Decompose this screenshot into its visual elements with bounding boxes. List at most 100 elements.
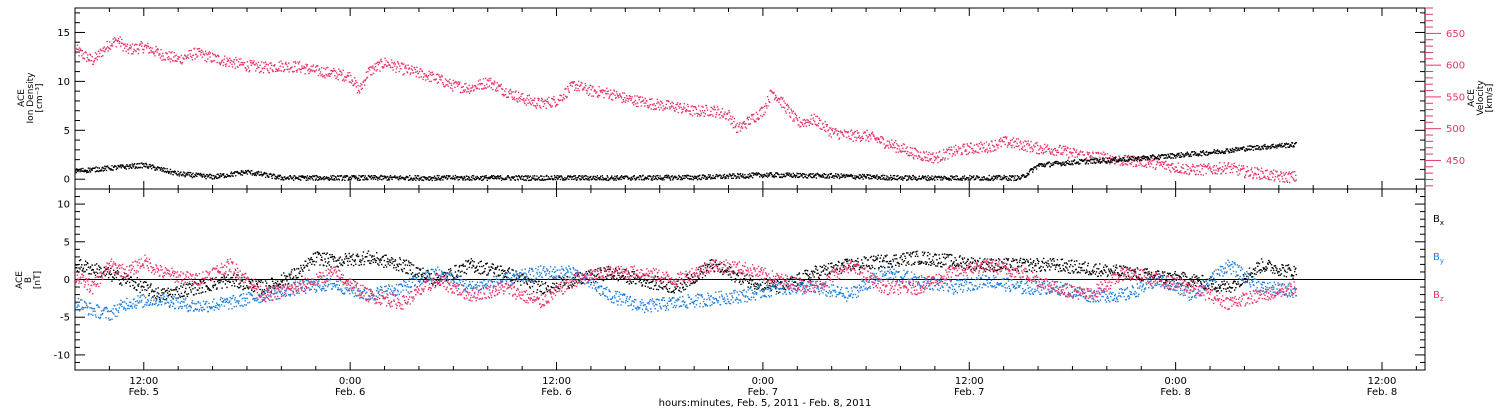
data-point — [360, 175, 362, 177]
data-point — [1237, 174, 1239, 176]
data-point — [478, 88, 480, 90]
data-point — [453, 82, 455, 84]
data-point — [237, 66, 239, 68]
data-point — [985, 178, 988, 181]
data-point — [463, 177, 465, 180]
data-point — [207, 288, 209, 290]
data-point — [1213, 165, 1215, 167]
data-point — [365, 71, 367, 73]
data-point — [1054, 160, 1056, 163]
data-point — [277, 176, 279, 178]
data-point — [723, 173, 726, 176]
data-point — [633, 175, 635, 177]
data-point — [241, 64, 243, 66]
data-point — [525, 175, 527, 177]
data-point — [224, 175, 227, 177]
data-point — [1158, 161, 1160, 164]
data-point — [1203, 152, 1205, 154]
data-point — [105, 269, 107, 271]
data-point — [905, 175, 907, 177]
data-point — [1099, 158, 1101, 161]
data-point — [1187, 165, 1190, 168]
data-point — [524, 175, 526, 177]
data-point — [477, 177, 480, 179]
data-point — [596, 91, 598, 93]
data-point — [586, 92, 588, 94]
data-point — [917, 157, 919, 160]
data-point — [817, 174, 820, 176]
data-point — [1156, 155, 1159, 158]
data-point — [326, 75, 328, 77]
data-point — [520, 178, 522, 180]
data-point — [854, 175, 856, 177]
data-point — [97, 272, 99, 275]
data-point — [401, 176, 404, 179]
data-point — [224, 63, 227, 66]
data-point — [213, 178, 216, 180]
data-point — [268, 72, 271, 74]
data-point — [915, 155, 918, 157]
data-point — [502, 88, 504, 90]
data-point — [678, 105, 680, 107]
data-point — [630, 176, 633, 179]
data-point — [374, 63, 376, 65]
data-point — [468, 84, 470, 87]
data-point — [442, 83, 444, 86]
data-point — [810, 176, 813, 179]
data-point — [537, 99, 540, 101]
data-point — [741, 123, 743, 125]
data-point — [532, 177, 535, 179]
data-point — [999, 139, 1001, 141]
data-point — [1181, 167, 1184, 169]
data-point — [733, 173, 735, 175]
data-point — [1222, 171, 1224, 173]
data-point — [875, 177, 877, 179]
data-point — [882, 174, 884, 176]
data-point — [1218, 150, 1220, 152]
data-point — [657, 177, 660, 179]
data-point — [396, 176, 399, 179]
data-point — [262, 72, 265, 74]
data-point — [171, 51, 173, 53]
data-point — [179, 296, 181, 298]
data-point — [988, 143, 990, 145]
data-point — [1119, 156, 1121, 159]
data-point — [831, 130, 834, 132]
data-point — [906, 152, 908, 155]
data-point — [1109, 161, 1111, 164]
data-point — [401, 63, 404, 65]
data-point — [608, 97, 610, 99]
data-point — [987, 150, 989, 152]
data-point — [843, 135, 845, 138]
data-point — [384, 57, 386, 59]
data-point — [1083, 160, 1085, 162]
data-point — [686, 110, 688, 112]
data-point — [608, 96, 611, 98]
data-point — [159, 167, 161, 169]
data-point — [191, 176, 194, 179]
data-point — [307, 179, 309, 181]
data-point — [266, 63, 268, 66]
data-point — [403, 73, 405, 75]
data-point — [624, 97, 626, 99]
data-point — [307, 68, 310, 71]
data-point — [716, 173, 718, 176]
data-point — [1038, 165, 1040, 167]
data-point — [426, 76, 429, 78]
data-point — [364, 175, 366, 177]
data-point — [481, 179, 483, 181]
data-point — [827, 173, 830, 176]
data-point — [370, 74, 372, 76]
data-point — [452, 79, 454, 82]
data-point — [146, 164, 148, 166]
data-point — [913, 158, 915, 160]
data-point — [191, 173, 193, 176]
data-point — [603, 97, 605, 99]
data-point — [293, 70, 295, 73]
data-point — [782, 97, 784, 99]
data-point — [664, 108, 666, 110]
data-point — [743, 120, 745, 123]
data-point — [545, 100, 547, 102]
data-point — [941, 158, 944, 161]
data-point — [831, 129, 833, 131]
